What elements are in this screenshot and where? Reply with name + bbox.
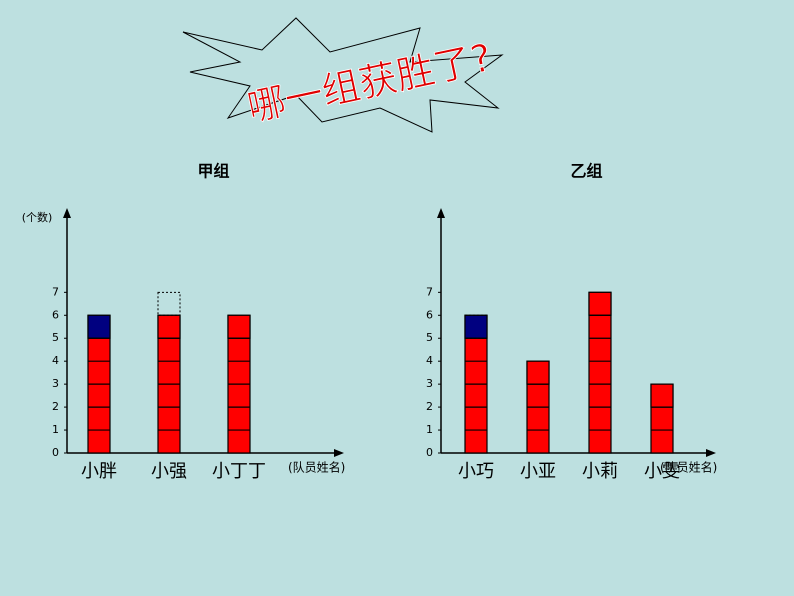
x-tick-label: 小亚: [520, 461, 556, 482]
bar-top-block: [464, 314, 488, 339]
y-tick-label: 3: [426, 377, 433, 390]
bar-top-block: [87, 314, 111, 339]
y-tick-label: 1: [52, 423, 59, 436]
y-tick-label: 2: [52, 400, 59, 413]
x-tick-label: 小雯: [644, 461, 680, 482]
x-tick-label: 小巧: [458, 461, 494, 482]
x-tick-label: 小莉: [582, 461, 618, 482]
x-axis-label: (队员姓名): [288, 460, 345, 475]
y-tick-label: 4: [426, 354, 433, 367]
y-tick-label: 6: [426, 308, 433, 321]
banner-burst: [182, 17, 504, 133]
bar-top-block: [588, 291, 612, 316]
y-axis-arrow: [437, 208, 445, 218]
y-tick-label: 1: [426, 423, 433, 436]
y-axis-label: (个数): [22, 211, 53, 224]
y-tick-label: 7: [426, 285, 433, 298]
y-tick-label: 6: [52, 308, 59, 321]
x-axis-label: (队员姓名): [660, 460, 717, 475]
x-tick-label: 小胖: [81, 461, 117, 482]
bar-top-block: [157, 314, 181, 339]
x-tick-label: 小丁丁: [212, 461, 266, 482]
y-tick-label: 2: [426, 400, 433, 413]
y-tick-label: 7: [52, 285, 59, 298]
y-tick-label: 5: [426, 331, 433, 344]
x-axis-arrow: [706, 449, 716, 457]
bar-top-block: [526, 360, 550, 385]
y-tick-label: 4: [52, 354, 59, 367]
y-tick-label: 0: [52, 446, 59, 459]
x-axis-arrow: [334, 449, 344, 457]
chart-title: 甲组: [197, 162, 229, 181]
chart-title: 乙组: [570, 162, 602, 181]
dotted-block: [464, 314, 488, 339]
bar-top-block: [650, 383, 674, 408]
y-tick-label: 0: [426, 446, 433, 459]
bar-top-block: [227, 314, 251, 339]
dotted-block: [157, 291, 181, 316]
y-axis-arrow: [63, 208, 71, 218]
y-tick-label: 5: [52, 331, 59, 344]
bar: [588, 291, 612, 454]
x-tick-label: 小强: [151, 461, 187, 482]
y-tick-label: 3: [52, 377, 59, 390]
